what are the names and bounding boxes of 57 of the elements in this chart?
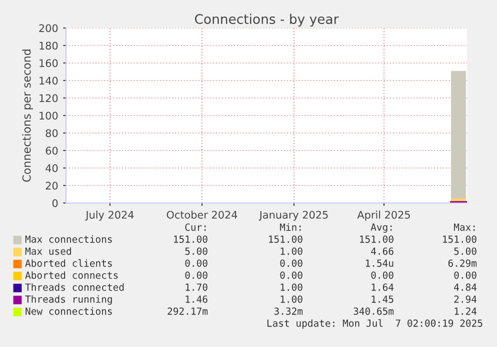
y-tick-label: 100	[40, 112, 58, 120]
text: 0.00	[280, 259, 302, 267]
text: 6.29m	[448, 259, 477, 267]
text: Max:	[454, 224, 475, 231]
text: 151.00	[174, 235, 208, 243]
text: Min:	[280, 223, 301, 231]
text: 340.65m	[354, 307, 394, 315]
text: 1.00	[280, 283, 302, 291]
text: 1.45	[372, 296, 394, 303]
text: 1.46	[186, 295, 208, 303]
y-tick-label: 120	[40, 94, 58, 102]
legend-label: Max connections	[25, 235, 112, 243]
text: 1.00	[280, 295, 302, 303]
text: 0.00	[185, 271, 208, 279]
legend-label: Max used	[25, 247, 71, 255]
x-tick-label: July 2024	[85, 210, 134, 221]
y-tick-label: 160	[40, 59, 58, 68]
text: 151.00	[269, 235, 302, 243]
legend-label: Threads running	[25, 295, 112, 305]
y-tick-label: 200	[39, 24, 58, 32]
y-tick-label: 20	[46, 182, 58, 190]
text: 1.00	[280, 247, 302, 255]
text: 0.00	[454, 271, 476, 279]
y-axis-title: Connections per second	[22, 50, 33, 182]
text: 4.84	[454, 283, 477, 291]
text: 1.70	[186, 283, 208, 291]
text: 151.00	[360, 235, 394, 243]
legend-label: New connections	[26, 307, 112, 315]
text: 1.24	[454, 307, 477, 315]
text: Last update: Mon Jul 7 02:00:19 2025	[267, 319, 482, 329]
text: 1.54u	[366, 260, 394, 267]
text: Avg:	[370, 224, 392, 233]
y-tick-label: 60	[46, 146, 58, 155]
y-tick-label: 0	[52, 199, 58, 208]
text: Cur:	[185, 223, 206, 231]
text: 5.00	[454, 247, 476, 255]
text: 151.00	[443, 235, 476, 243]
text: 1.64	[372, 283, 394, 291]
legend-label: Aborted clients	[25, 259, 112, 267]
text: 0.00	[371, 271, 394, 279]
legend-label: Threads connected	[25, 283, 124, 291]
text: 3.32m	[274, 307, 303, 315]
text: 0.00	[185, 259, 208, 267]
y-tick-label: 40	[46, 164, 58, 172]
x-tick-label: October 2024	[166, 210, 238, 219]
x-tick-label: January 2025	[258, 210, 328, 221]
text: 5.00	[185, 247, 208, 255]
y-tick-label: 180	[40, 42, 58, 50]
y-tick-label: 80	[46, 129, 58, 138]
text: 2.94	[454, 295, 477, 303]
text: 4.66	[371, 247, 394, 255]
y-tick-label: 140	[40, 76, 58, 85]
text: 0.00	[280, 271, 302, 279]
text: 292.17m	[168, 307, 208, 315]
x-tick-label: April 2025	[357, 210, 410, 221]
legend-label: Aborted connects	[25, 271, 118, 279]
chart-title: Connections - by year	[194, 14, 339, 27]
